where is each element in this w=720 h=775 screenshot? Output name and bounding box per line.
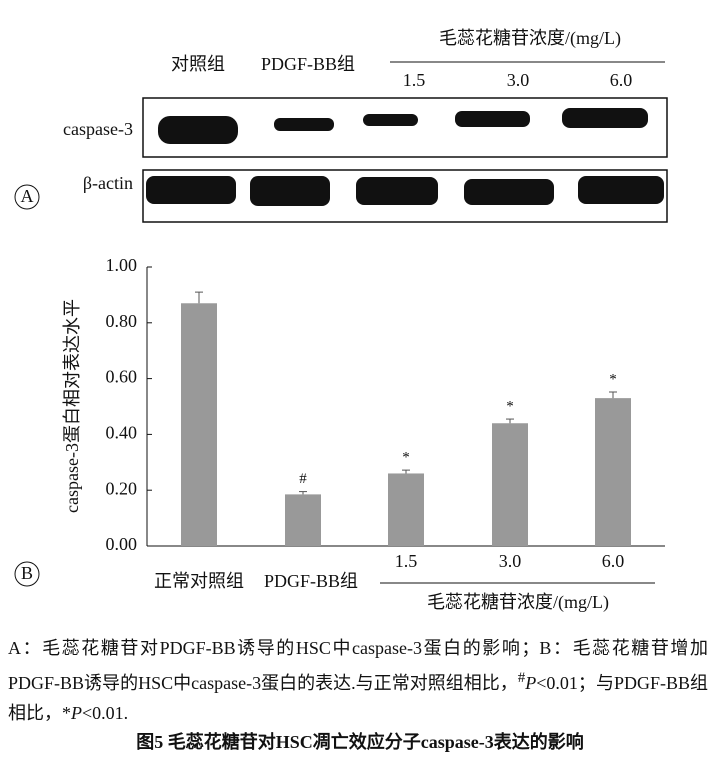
band [455,111,530,127]
bar [388,473,424,546]
band [464,179,554,205]
y-tick-label: 1.00 [106,255,138,275]
band [250,176,330,206]
group-label: 毛蕊花糖苷浓度/(mg/L) [427,592,609,613]
x-tick-label: 正常对照组 [154,571,244,591]
y-tick-label: 0.20 [106,478,138,498]
x-tick-label: PDGF-BB组 [264,571,358,591]
x-tick-label: 6.0 [602,551,625,571]
y-tick-label: 0.60 [106,367,138,387]
band [578,176,664,204]
panel-label: A [21,186,34,206]
x-tick-label: 3.0 [499,551,522,571]
y-tick-label: 0.40 [106,423,138,443]
caption-text: A：毛蕊花糖苷对PDGF-BB诱导的HSC中caspase-3蛋白的影响；B：毛… [8,638,708,693]
bar [595,398,631,546]
band [356,177,438,205]
row-label: β-actin [83,173,133,193]
figure: 对照组 PDGF-BB组 毛蕊花糖苷浓度/(mg/L) 1.5 3.0 6.0 … [14,28,668,613]
caption: A：毛蕊花糖苷对PDGF-BB诱导的HSC中caspase-3蛋白的影响；B：毛… [8,633,708,728]
y-tick-label: 0.80 [106,311,138,331]
panel-circle [14,184,40,210]
lane-label: 1.5 [403,70,426,90]
caption-text: P [525,673,537,693]
panel-label: B [21,563,33,583]
caption-text: P [71,703,82,723]
caption-text: # [517,670,526,686]
figure-title: 图5 毛蕊花糖苷对HSC凋亡效应分子caspase-3表达的影响 [136,732,584,752]
lane-label: 3.0 [507,70,530,90]
caption-text: <0.01. [82,703,129,723]
y-axis-label: caspase-3蛋白相对表达水平 [62,299,82,513]
bar [285,494,321,546]
significance-marker: * [609,371,617,387]
band [158,116,238,144]
caption-text: <0.01；与PDGF-BB组相比，* [8,673,708,723]
panel-circle [14,561,40,587]
lane-label: PDGF-BB组 [261,54,355,74]
band [363,114,418,126]
lane-label: 6.0 [610,70,633,90]
x-tick-label: 1.5 [395,551,418,571]
band [562,108,648,128]
significance-marker: # [299,471,307,487]
bar [181,303,217,546]
band [146,176,236,204]
bar [492,423,528,546]
band [274,118,334,131]
significance-marker: * [506,398,514,414]
lane-label: 对照组 [171,54,225,74]
row-label: caspase-3 [63,119,133,139]
blot-bands [146,108,664,206]
significance-marker: * [402,450,410,466]
y-tick-label: 0.00 [106,534,138,554]
group-label: 毛蕊花糖苷浓度/(mg/L) [439,28,621,49]
